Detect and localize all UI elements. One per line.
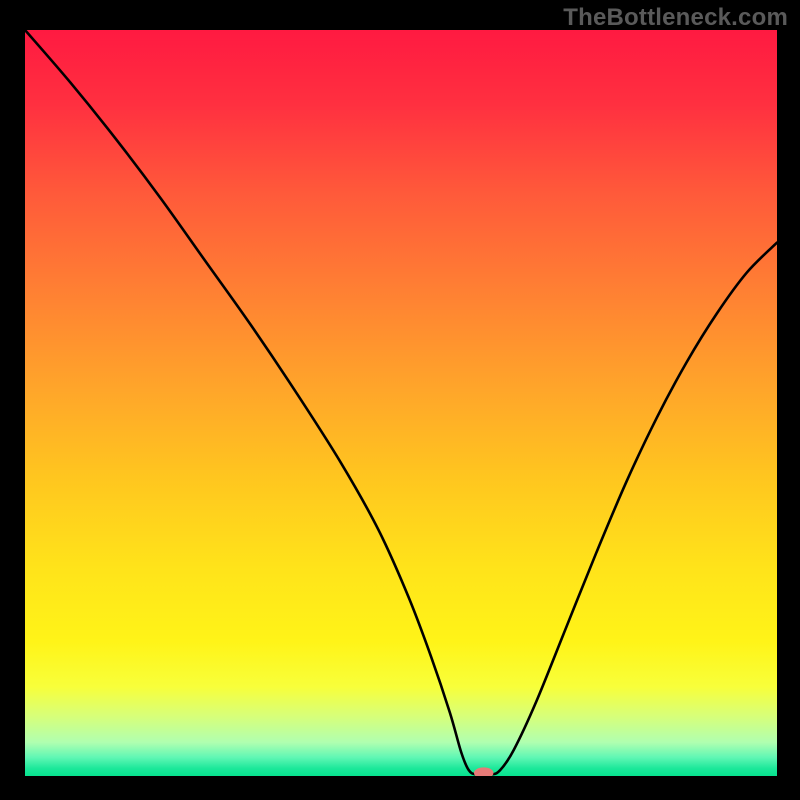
- chart-frame: TheBottleneck.com: [0, 0, 800, 800]
- bottleneck-chart: [25, 30, 777, 776]
- watermark-label: TheBottleneck.com: [563, 4, 788, 32]
